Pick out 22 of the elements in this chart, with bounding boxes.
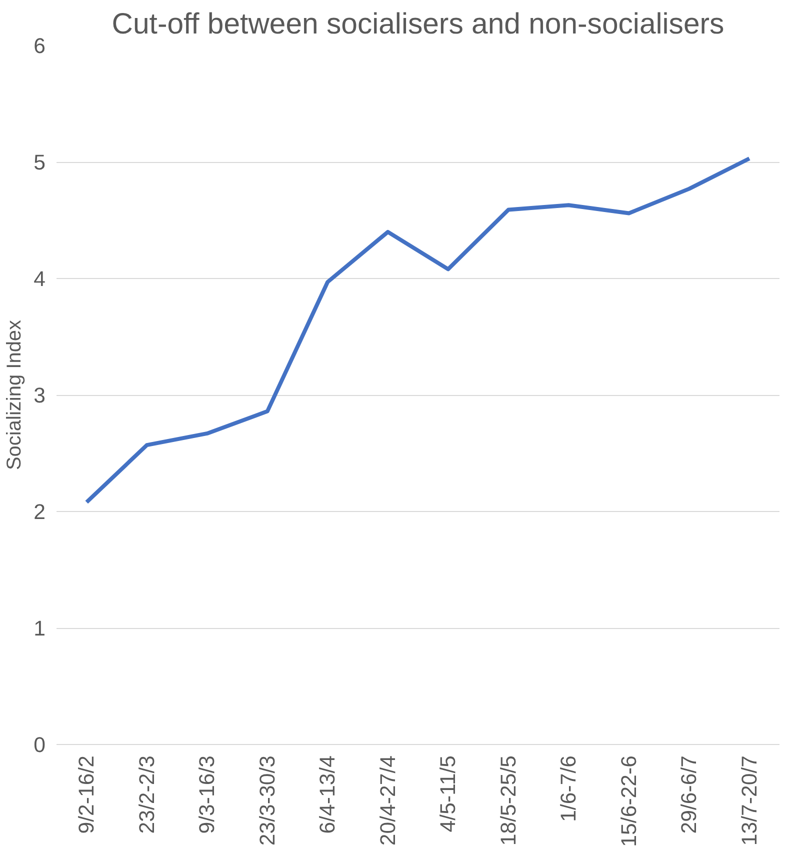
x-tick-label: 15/6-22-6 xyxy=(616,755,641,847)
x-tick-label: 4/5-11/5 xyxy=(436,755,460,832)
y-tick-label: 4 xyxy=(34,267,46,291)
y-tick-label: 2 xyxy=(34,500,46,524)
y-tick-label: 0 xyxy=(34,733,46,757)
x-tick-label: 29/6-6/7 xyxy=(677,755,702,834)
chart-title: Cut-off between socialisers and non-socialisers xyxy=(112,8,724,40)
y-tick-label: 3 xyxy=(34,384,46,408)
y-tick-label: 5 xyxy=(34,150,46,174)
x-tick-label: 23/2-2/3 xyxy=(134,755,159,834)
x-tick-label: 6/4-13/4 xyxy=(316,755,340,834)
x-tick-label: 18/5-25/5 xyxy=(496,756,520,846)
x-tick-label: 13/7-20/7 xyxy=(737,756,762,846)
y-axis-title: Socializing Index xyxy=(4,320,26,470)
x-tick-label: 23/3-30/3 xyxy=(255,756,280,846)
x-tick-label: 9/3-16/3 xyxy=(195,755,220,834)
x-tick-label: 20/4-27/4 xyxy=(376,755,400,846)
x-tick-label: 1/6-7/6 xyxy=(556,755,581,822)
x-tick-label: 9/2-16/2 xyxy=(74,755,99,834)
y-tick-label: 1 xyxy=(34,616,46,640)
y-tick-label: 6 xyxy=(34,34,46,58)
line-series xyxy=(84,156,752,504)
